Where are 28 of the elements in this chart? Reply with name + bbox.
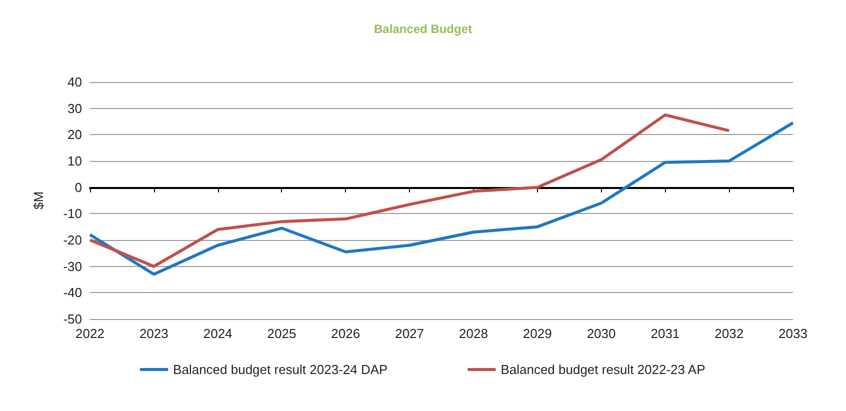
legend-label: Balanced budget result 2023-24 DAP <box>173 362 388 377</box>
y-tick-label: 20 <box>68 127 82 142</box>
x-tick-label: 2028 <box>458 326 488 341</box>
x-tick-label: 2023 <box>139 326 168 341</box>
legend-label: Balanced budget result 2022-23 AP <box>500 362 706 377</box>
y-tick-label: -40 <box>63 285 82 300</box>
line-series <box>88 113 731 268</box>
line-series <box>88 121 794 276</box>
y-tick-label: -30 <box>63 258 82 274</box>
x-tick-label: 2031 <box>650 326 680 341</box>
x-tick-label: 2032 <box>714 326 744 341</box>
y-tick-label: -10 <box>63 206 82 222</box>
x-tick-label: 2022 <box>76 326 104 341</box>
y-tick-label: 10 <box>68 154 82 168</box>
y-tick-label: -50 <box>63 312 82 326</box>
y-tick-label: 30 <box>68 100 82 116</box>
x-tick-label: 2027 <box>395 326 424 341</box>
x-tick-label: 2030 <box>586 326 616 341</box>
y-tick-label: 0 <box>74 180 82 195</box>
x-tick-label: 2026 <box>331 326 360 341</box>
y-axis-title: $M <box>31 191 46 210</box>
y-tick-label: -20 <box>63 232 82 248</box>
x-tick-label: 2025 <box>267 326 296 341</box>
y-tick-label: 40 <box>68 74 82 90</box>
x-tick-label: 2029 <box>522 326 552 341</box>
chart-title: Balanced Budget <box>374 22 472 36</box>
x-tick-label: 2024 <box>203 326 232 341</box>
x-tick-label: 2033 <box>778 326 808 341</box>
